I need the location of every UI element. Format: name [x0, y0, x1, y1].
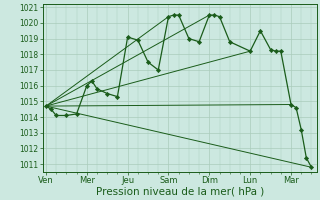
X-axis label: Pression niveau de la mer( hPa ): Pression niveau de la mer( hPa )	[96, 187, 264, 197]
